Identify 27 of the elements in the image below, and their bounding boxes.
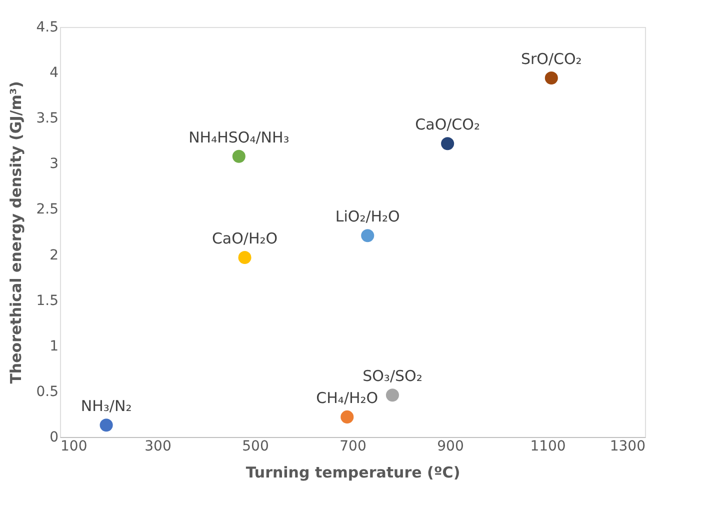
y-tick-label: 4 <box>50 65 59 82</box>
x-axis-title: Turning temperature (ºC) <box>246 464 460 482</box>
series-label: LiO₂/H₂O <box>335 208 400 226</box>
y-tick-label: 0 <box>50 430 58 446</box>
series-label: NH₄HSO₄/NH₃ <box>188 128 290 146</box>
series-label: SrO/CO₂ <box>520 50 582 68</box>
x-tick-label: 1300 <box>610 438 646 454</box>
x-tick-label: 300 <box>144 438 172 454</box>
series-label: CH₄/H₂O <box>316 388 378 407</box>
series-label: CaO/H₂O <box>212 230 278 248</box>
series-label: SO₃/SO₂ <box>362 367 422 386</box>
y-tick-label: 2.5 <box>36 202 58 218</box>
y-tick-label: 1.5 <box>36 292 58 309</box>
series-label: NH₃/N₂ <box>80 397 132 416</box>
y-axis-title: Theorethical energy density (GJ/m³) <box>7 81 26 384</box>
y-tick-label: 1 <box>50 338 58 354</box>
x-tick-label: 900 <box>437 438 464 454</box>
y-tick-label: 3.5 <box>36 110 58 127</box>
x-tick-label: 100 <box>60 438 88 454</box>
y-tick-label: 3 <box>50 156 58 172</box>
series-label: CaO/CO₂ <box>415 116 480 134</box>
y-tick-label: 0.5 <box>36 384 58 400</box>
y-tick-label: 4.5 <box>36 20 58 36</box>
x-tick-label: 700 <box>340 438 366 454</box>
x-tick-label: 1100 <box>530 438 566 454</box>
x-tick-label: 500 <box>242 438 269 454</box>
y-tick-label: 2 <box>50 247 58 264</box>
